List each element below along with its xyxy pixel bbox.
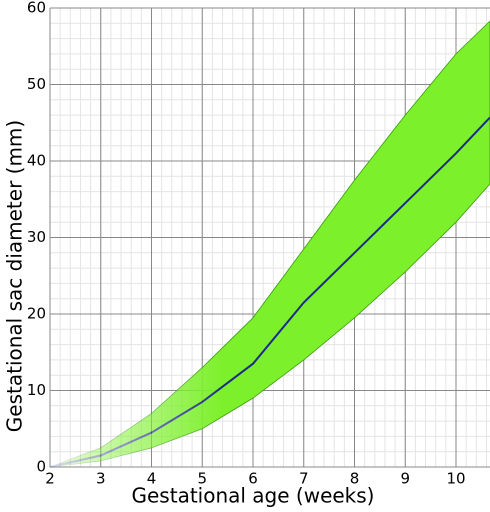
y-axis-label: Gestational sac diameter (mm) bbox=[3, 120, 27, 432]
line bbox=[49, 116, 490, 468]
x-tick-label: 9 bbox=[400, 470, 410, 488]
y-tick-label: 40 bbox=[27, 152, 46, 170]
x-tick-label: 6 bbox=[248, 470, 258, 488]
x-tick-label: 10 bbox=[446, 470, 465, 488]
x-tick-label: 8 bbox=[350, 470, 360, 488]
x-tick-label: 5 bbox=[197, 470, 207, 488]
plot bbox=[49, 20, 490, 468]
axes: 2 3 4 5 6 7 8 9 10 0 10 20 30 40 50 60 bbox=[27, 0, 466, 488]
x-tick-label: 3 bbox=[96, 470, 106, 488]
y-tick-label: 60 bbox=[27, 0, 46, 17]
x-tick-label: 2 bbox=[45, 470, 55, 488]
x-tick-label: 4 bbox=[147, 470, 157, 488]
grid bbox=[49, 7, 490, 468]
y-tick-label: 30 bbox=[27, 228, 46, 246]
x-tick-label: 7 bbox=[299, 470, 309, 488]
y-tick-label: 50 bbox=[27, 75, 46, 93]
y-tick-label: 0 bbox=[36, 458, 46, 476]
y-tick-label: 20 bbox=[27, 305, 46, 323]
x-axis-label: Gestational age (weeks) bbox=[132, 484, 375, 508]
y-tick-label: 10 bbox=[27, 381, 46, 399]
band bbox=[49, 20, 490, 468]
